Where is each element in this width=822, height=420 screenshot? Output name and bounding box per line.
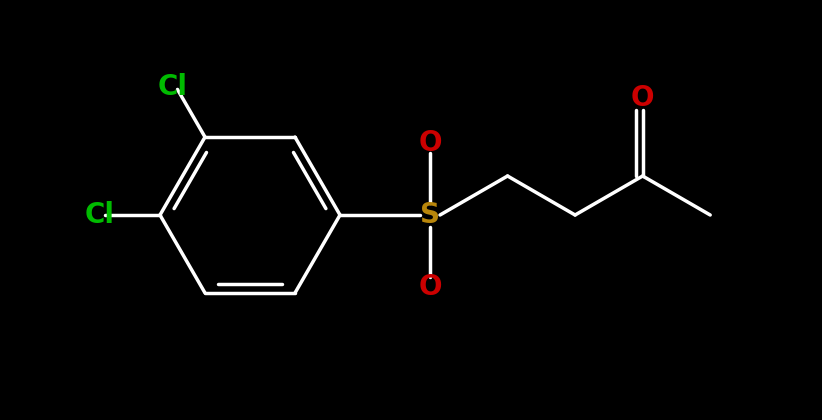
Text: Cl: Cl [158, 74, 187, 101]
Text: O: O [418, 273, 441, 301]
Text: O: O [631, 84, 654, 112]
Text: O: O [418, 129, 441, 157]
Text: S: S [420, 201, 440, 229]
Text: Cl: Cl [85, 201, 115, 229]
